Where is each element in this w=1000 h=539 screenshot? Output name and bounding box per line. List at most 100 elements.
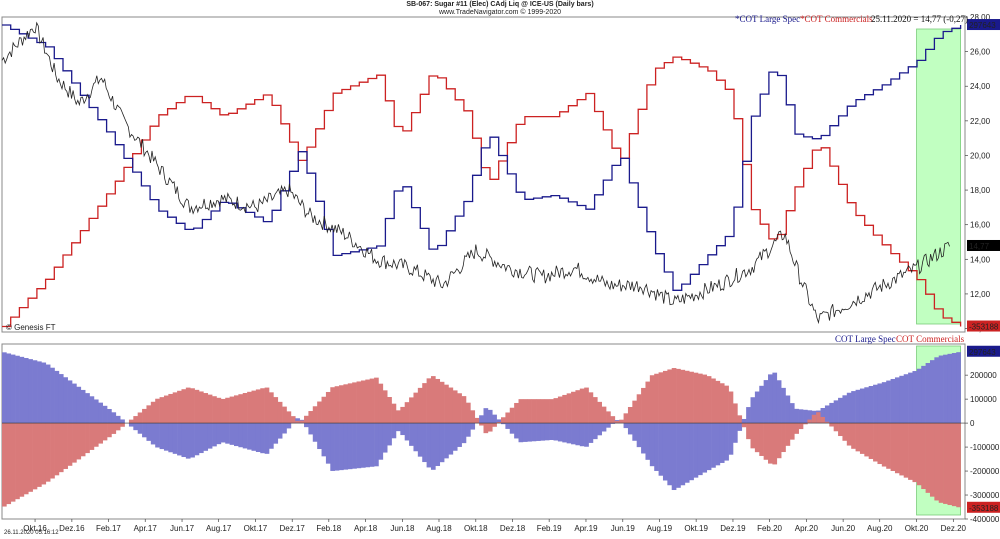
spec-bar (719, 423, 725, 463)
comm-bar (697, 373, 703, 424)
spec-bar (544, 423, 550, 441)
spec-bar (142, 423, 147, 438)
spec-bar (360, 423, 366, 468)
comm-bar (798, 423, 804, 430)
x-tick-label: Jun.17 (170, 524, 195, 533)
upper-legend-comm: *COT Commercials (800, 14, 873, 24)
comm-bar (251, 390, 257, 424)
spec-bar (509, 423, 515, 434)
spec-bar (501, 423, 506, 425)
comm-bar (72, 423, 77, 463)
spec-bar (461, 423, 467, 444)
upper-last-price-value: 14,77 (969, 242, 990, 251)
comm-bar (886, 423, 891, 469)
comm-bar (98, 423, 103, 444)
spec-bar (54, 370, 60, 424)
comm-bar (404, 402, 410, 424)
comm-bar (330, 387, 335, 424)
comm-bar (912, 423, 918, 483)
spec-bar (146, 423, 152, 441)
comm-bar (50, 423, 55, 479)
comm-bar (636, 394, 642, 424)
comm-bar (369, 378, 375, 424)
spec-bar (890, 378, 896, 424)
spec-bar (951, 353, 957, 424)
spec-bar (575, 423, 581, 446)
chart-source: www.TradeNavigator.com © 1999-2020 (438, 9, 561, 16)
spec-bar (873, 384, 878, 424)
spec-bar (98, 402, 103, 424)
spec-bar (680, 423, 686, 486)
spec-bar (925, 363, 931, 424)
spec-bar (80, 389, 86, 424)
comm-bar (356, 381, 362, 424)
comm-bar (85, 423, 90, 454)
spec-bar (10, 354, 16, 424)
comm-bar (929, 423, 935, 497)
comm-bar (684, 370, 690, 424)
spec-bar (247, 423, 252, 450)
spec-bar (225, 423, 230, 444)
spec-bar (159, 423, 165, 450)
spec-bar (908, 372, 913, 424)
upper-y-tick-label: 14,00 (970, 255, 991, 264)
lower-last-comm-value: -353188 (969, 504, 999, 513)
comm-bar (409, 397, 414, 424)
comm-bar (509, 407, 515, 424)
comm-bar (654, 373, 659, 424)
comm-bar (776, 423, 782, 459)
spec-bar (531, 423, 537, 442)
upper-y-tick-label: 26,00 (970, 48, 991, 57)
comm-bar (811, 414, 817, 424)
x-tick-label: Apr.18 (354, 524, 378, 533)
spec-bar (859, 388, 865, 424)
comm-bar (807, 419, 813, 424)
cot-histogram (2, 352, 961, 508)
spec-bar (728, 423, 734, 455)
comm-bar (785, 423, 791, 446)
spec-bar (505, 423, 511, 429)
comm-bar (150, 401, 156, 424)
spec-bar (781, 387, 786, 424)
spec-bar (304, 423, 309, 428)
comm-bar (89, 423, 95, 450)
upper-last-comm-value: -353188 (969, 323, 999, 332)
lower-y-tick-label: -100000 (970, 443, 1000, 452)
spec-bar (877, 383, 883, 424)
comm-bar (465, 402, 471, 424)
spec-bar (768, 374, 773, 424)
comm-bar (553, 398, 559, 424)
spec-bar (527, 423, 532, 442)
upper-last-price-value-box (967, 239, 1000, 251)
spec-bar (487, 409, 493, 424)
comm-bar (916, 423, 922, 486)
comm-bar (921, 423, 926, 490)
comm-bar (803, 423, 808, 425)
spec-bar (330, 423, 335, 471)
upper-y-tick-label: 24,00 (970, 82, 991, 91)
spec-bar (903, 374, 909, 424)
comm-bar (181, 389, 187, 424)
spec-bar (627, 423, 633, 435)
comm-bar (32, 423, 38, 490)
spec-bar (916, 368, 922, 424)
comm-bar (194, 389, 200, 424)
spec-bar (649, 423, 655, 467)
spec-bar (452, 423, 458, 451)
spec-bar (623, 423, 629, 429)
comm-bar (540, 399, 546, 424)
spec-bar (391, 423, 397, 439)
comm-bar (45, 423, 51, 482)
spec-bar (234, 423, 239, 447)
comm-bar (360, 380, 366, 424)
spec-bar (444, 423, 449, 459)
comm-bar (290, 416, 296, 424)
spec-bar (343, 423, 349, 470)
spec-bar (536, 423, 541, 441)
comm-bar (934, 423, 940, 501)
spec-bar (894, 377, 900, 424)
spec-bar (733, 423, 738, 443)
comm-bar (422, 383, 427, 424)
upper-y-tick-label: 20,00 (970, 151, 991, 160)
spec-bar (671, 423, 677, 491)
